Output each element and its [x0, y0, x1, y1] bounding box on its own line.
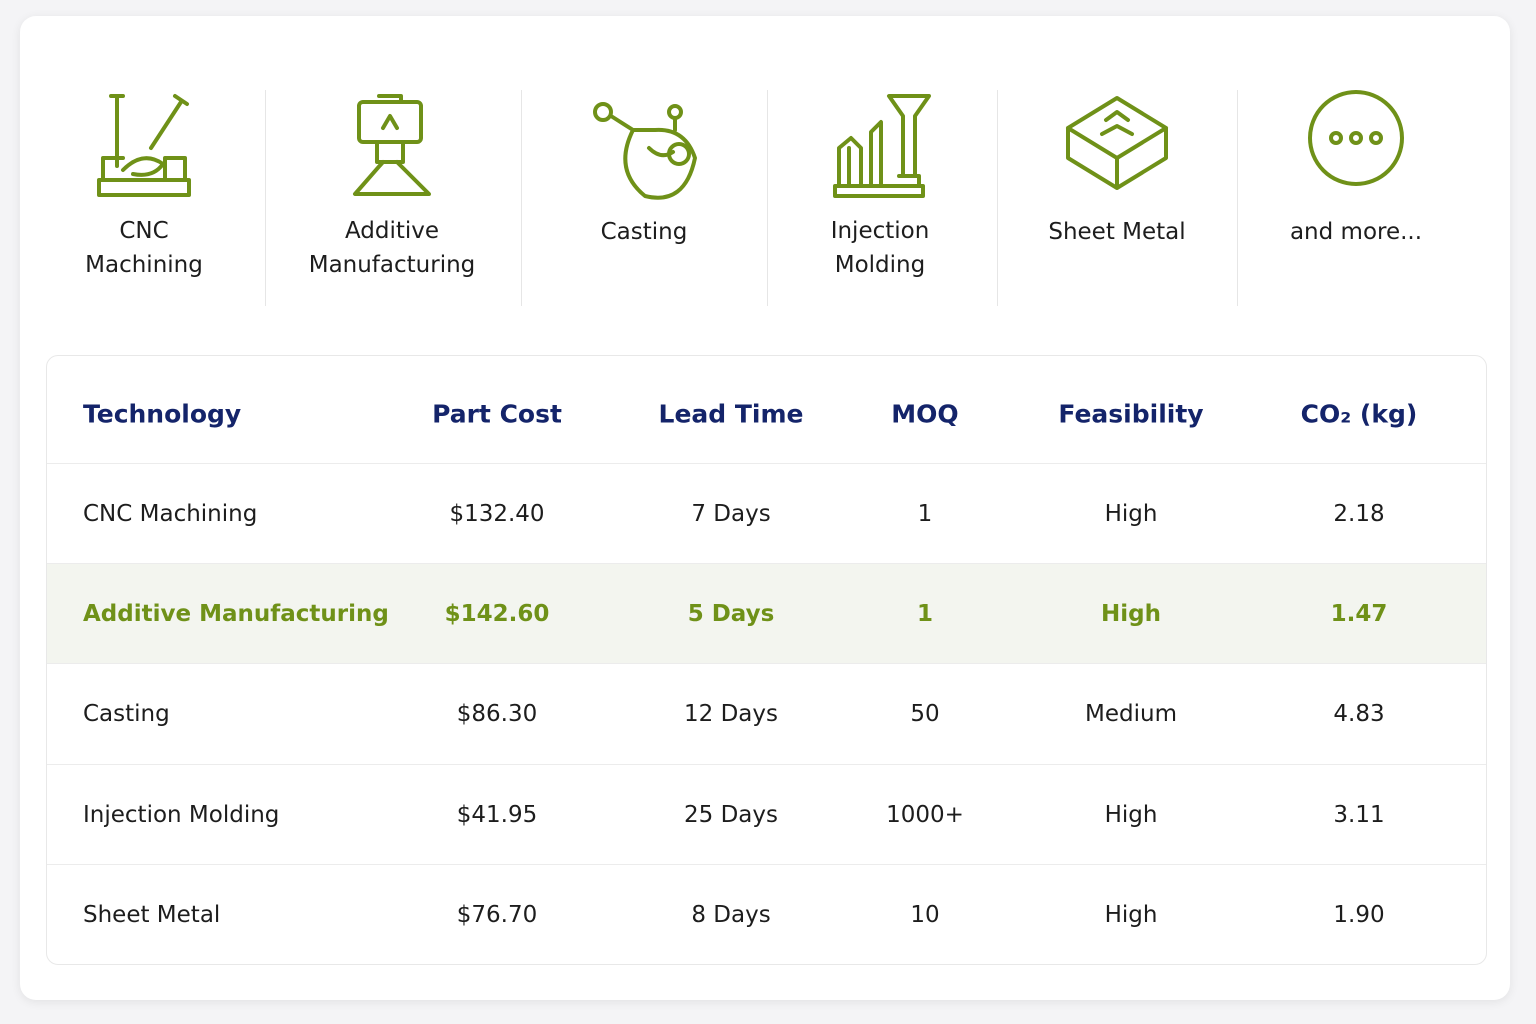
icon-label: Sheet Metal	[1048, 219, 1186, 245]
table-row: Injection Molding $41.95 25 Days 1000+ High 3…	[47, 763, 1486, 865]
icon-label: Casting	[600, 219, 688, 245]
icon-label: CNC	[119, 218, 169, 244]
table-cell: $142.60	[444, 601, 550, 628]
separator	[1237, 90, 1238, 306]
table-row: CNC Machining $132.40 7 Days 1 High 2.18	[47, 463, 1486, 564]
header-cell: Feasibility	[1058, 399, 1204, 429]
separator	[767, 90, 768, 306]
table-cell: 12 Days	[684, 701, 778, 728]
table-cell: 4.83	[1333, 701, 1385, 728]
table-cell: 1	[916, 601, 934, 628]
table-cell: Casting	[83, 701, 170, 728]
header-cell: CO₂ (kg)	[1300, 399, 1418, 429]
injection-icon	[833, 94, 931, 198]
table-cell: Sheet Metal	[83, 901, 221, 928]
sheet-metal-icon	[1066, 96, 1168, 190]
icon-label: Manufacturing	[308, 252, 476, 278]
table-cell: 1	[917, 501, 933, 527]
table-cell: High	[1104, 801, 1158, 828]
table-cell: Injection Molding	[83, 801, 280, 828]
table-cell: $41.95	[456, 801, 538, 828]
comparison-table: Technology Part Cost Lead Time MOQ Feasibili…	[46, 355, 1487, 965]
table-cell: CNC Machining	[83, 501, 258, 527]
table-row: Sheet Metal $76.70 8 Days 10 High 1.90	[47, 863, 1486, 964]
table-cell: $86.30	[456, 701, 538, 728]
table-cell: 1.90	[1333, 901, 1385, 928]
table-cell: 1.47	[1330, 601, 1388, 628]
table-cell: High	[1104, 501, 1158, 527]
separator	[265, 90, 266, 306]
table-cell: High	[1101, 601, 1161, 628]
icon-label: and more...	[1289, 219, 1423, 245]
table-cell: 7 Days	[691, 501, 771, 527]
table-cell: 3.11	[1333, 801, 1385, 828]
table-cell: Medium	[1085, 701, 1177, 728]
table-cell: 50	[910, 701, 940, 728]
table-cell: High	[1104, 901, 1158, 928]
table-cell: 8 Days	[691, 901, 771, 928]
table-cell: 5 Days	[687, 601, 775, 628]
icon-label: Molding	[834, 252, 926, 278]
separator	[521, 90, 522, 306]
icon-label: Machining	[85, 252, 203, 278]
table-cell: $76.70	[456, 901, 538, 928]
icon-label: Injection	[830, 218, 930, 244]
table-row: Casting $86.30 12 Days 50 Medium 4.83	[47, 663, 1486, 764]
header-cell: Lead Time	[658, 399, 804, 429]
table-cell: 10	[910, 901, 940, 928]
header-cell: MOQ	[891, 399, 959, 429]
icon-label: Additive	[344, 218, 440, 244]
header-cell: Part Cost	[432, 399, 562, 429]
table-cell: 25 Days	[684, 801, 778, 828]
table-cell: $132.40	[449, 501, 545, 527]
table-cell: 2.18	[1333, 501, 1385, 527]
more-icon	[1308, 90, 1404, 186]
table-cell: Additive Manufacturing	[83, 601, 389, 628]
separator	[997, 90, 998, 306]
highlighted-row: Additive Manufacturing $142.60 5 Days 1 High…	[47, 563, 1486, 665]
table-cell: 1000+	[886, 801, 964, 828]
header-cell: Technology	[83, 399, 242, 429]
additive-icon	[353, 94, 431, 196]
casting-icon	[593, 102, 697, 200]
cnc-icon	[97, 94, 191, 197]
